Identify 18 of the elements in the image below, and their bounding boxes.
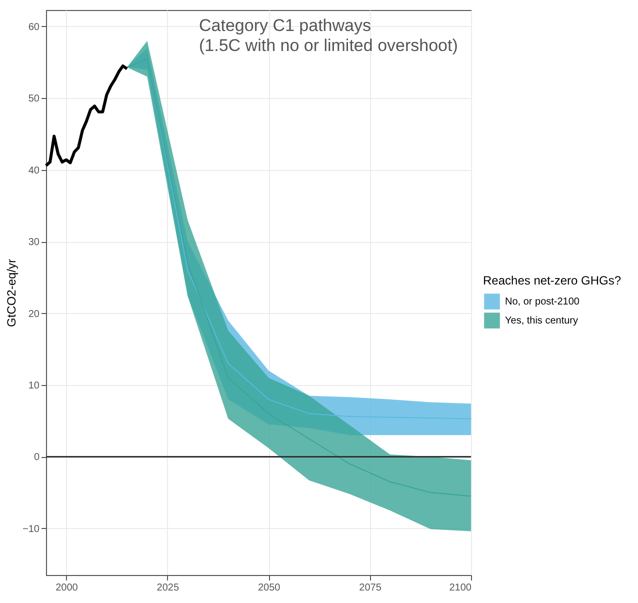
y-tick-label: 50 <box>28 94 40 105</box>
y-tick-label: 10 <box>28 380 40 392</box>
legend-label: No, or post-2100 <box>505 296 580 308</box>
legend-title: Reaches net-zero GHGs? <box>483 274 622 288</box>
y-tick-label: 0 <box>34 452 40 464</box>
x-tick-label: 2000 <box>56 582 78 594</box>
annotation: Category C1 pathways (1.5C with no or limited overshoot) <box>199 16 458 55</box>
x-tick-label: 2025 <box>156 582 180 594</box>
y-tick-label: 60 <box>28 22 40 33</box>
x-tick-label: 2050 <box>258 582 281 594</box>
y-tick-label: 20 <box>28 308 40 320</box>
x-tick-label: 2100 <box>449 582 472 594</box>
x-tick-label: 2075 <box>359 582 382 594</box>
y-tick-label: 30 <box>28 237 40 248</box>
y-tick-label: 40 <box>28 165 40 176</box>
y-axis-title: GtCO2-eq/yr <box>4 258 19 328</box>
legend-label: Yes, this century <box>505 316 578 327</box>
y-tick-label: −10 <box>22 524 40 535</box>
